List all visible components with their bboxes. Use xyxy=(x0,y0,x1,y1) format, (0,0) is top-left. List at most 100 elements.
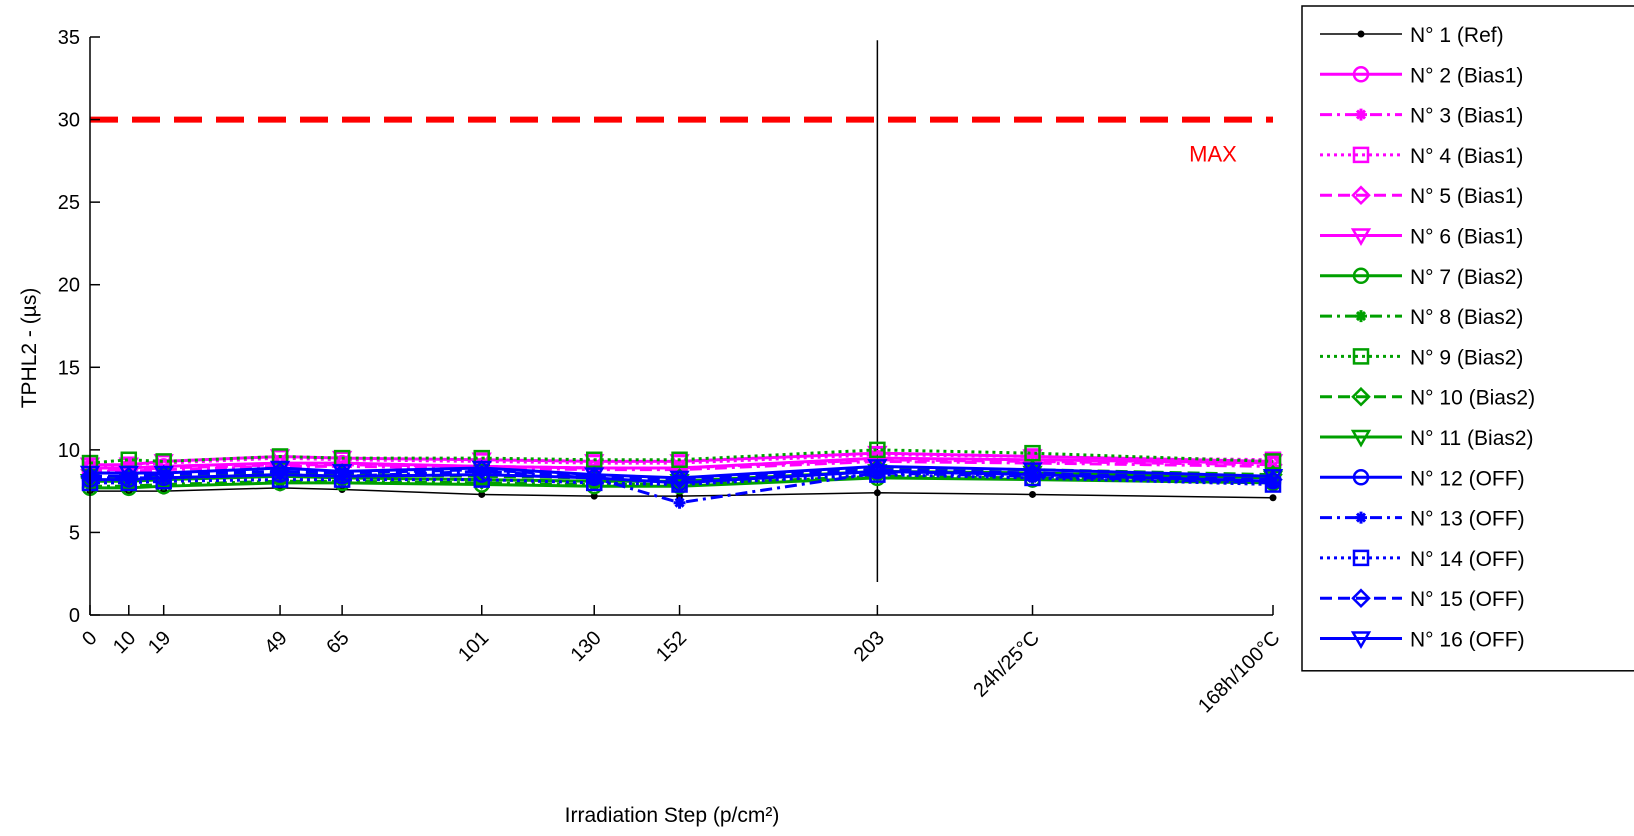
legend-entry: N° 14 (OFF) xyxy=(1320,548,1525,571)
legend-entry: N° 11 (Bias2) xyxy=(1320,427,1534,450)
legend-marker xyxy=(1357,30,1365,38)
data-point xyxy=(331,464,353,482)
y-axis: 0 5 10 15 20 25 30 35 xyxy=(58,27,100,627)
legend-marker xyxy=(1352,146,1370,164)
data-point xyxy=(1269,494,1277,502)
data-point xyxy=(669,470,690,489)
legend-label: N° 9 (Bias2) xyxy=(1410,346,1523,369)
legend-marker xyxy=(1355,108,1367,121)
data-point xyxy=(1022,462,1043,481)
legend-entry: N° 12 (OFF) xyxy=(1320,467,1525,490)
data-point xyxy=(475,465,488,478)
legend-label: N° 13 (OFF) xyxy=(1410,508,1525,531)
data-point xyxy=(122,471,135,484)
legend-marker xyxy=(1355,310,1367,323)
data-point xyxy=(584,454,605,472)
data-point xyxy=(1262,469,1284,487)
legend-entry: N° 5 (Bias1) xyxy=(1320,185,1523,208)
legend-entry: N° 6 (Bias1) xyxy=(1320,226,1523,249)
y-axis-title: TPHL2 - (µs) xyxy=(18,288,41,409)
legend-entry: N° 9 (Bias2) xyxy=(1320,346,1523,369)
legend-label: N° 15 (OFF) xyxy=(1410,588,1525,611)
series-16 xyxy=(79,459,1284,489)
x-tick-label: 19 xyxy=(144,627,175,658)
x-tick-label: 101 xyxy=(454,627,493,666)
legend-label: N° 1 (Ref) xyxy=(1410,24,1504,47)
legend-marker xyxy=(1351,185,1371,205)
series-line xyxy=(90,451,1274,467)
data-point xyxy=(669,454,690,472)
data-point xyxy=(673,496,686,509)
legend-label: N° 5 (Bias1) xyxy=(1410,185,1523,208)
legend-marker xyxy=(1352,348,1370,365)
legend-label: N° 2 (Bias1) xyxy=(1410,64,1523,87)
series-line xyxy=(90,458,1274,472)
legend-entry: N° 4 (Bias1) xyxy=(1320,145,1523,168)
x-tick-label: 0 xyxy=(78,627,101,650)
data-point xyxy=(336,470,349,483)
legend-entry: N° 7 (Bias2) xyxy=(1320,266,1523,289)
legend-entry: N° 3 (Bias1) xyxy=(1320,105,1523,128)
data-point xyxy=(584,467,605,486)
legend-entry: N° 2 (Bias1) xyxy=(1320,64,1523,87)
data-point xyxy=(473,449,490,467)
legend-entry: N° 10 (Bias2) xyxy=(1320,387,1535,410)
legend-marker xyxy=(1351,588,1371,608)
series-line xyxy=(89,448,1274,465)
series-9 xyxy=(81,441,1282,472)
legend-label: N° 11 (Bias2) xyxy=(1410,427,1534,450)
legend-label: N° 12 (OFF) xyxy=(1410,467,1525,490)
data-point xyxy=(471,460,492,479)
legend-entry: N° 15 (OFF) xyxy=(1320,588,1525,611)
data-point xyxy=(269,460,291,479)
data-point xyxy=(1264,476,1282,493)
x-tick-label: 168h/100°C xyxy=(1194,627,1284,717)
x-tick-label: 130 xyxy=(567,627,606,666)
legend-label: N° 7 (Bias2) xyxy=(1410,266,1523,289)
data-point xyxy=(1029,490,1037,498)
plot-area: MAX xyxy=(79,40,1284,582)
x-axis-title: Irradiation Step (p/cm²) xyxy=(565,804,780,827)
legend-label: N° 16 (OFF) xyxy=(1410,629,1525,652)
legend-label: N° 6 (Bias1) xyxy=(1410,226,1523,249)
legend-entry: N° 13 (OFF) xyxy=(1320,508,1525,531)
legend-marker xyxy=(1352,66,1370,83)
legend: N° 1 (Ref) N° 2 (Bias1) N° 3 (Bias1) N° 4 (… xyxy=(1301,5,1634,672)
y-tick-label: 15 xyxy=(58,357,80,379)
y-tick-label: 5 xyxy=(69,522,80,544)
x-tick-label: 152 xyxy=(652,627,691,666)
data-point xyxy=(588,471,601,484)
legend-label: N° 4 (Bias1) xyxy=(1410,145,1523,168)
data-point xyxy=(867,445,888,464)
y-tick-label: 10 xyxy=(58,440,80,462)
data-point xyxy=(153,465,174,484)
series-line xyxy=(90,464,1274,480)
series-line xyxy=(90,468,1274,482)
legend-marker xyxy=(1351,386,1371,407)
legend-label: N° 14 (OFF) xyxy=(1410,548,1525,571)
legend-entry: N° 1 (Ref) xyxy=(1320,24,1504,47)
legend-marker xyxy=(1350,631,1372,650)
legend-entry: N° 8 (Bias2) xyxy=(1320,306,1523,329)
max-label: MAX xyxy=(1189,142,1237,167)
data-point xyxy=(873,489,881,497)
data-point xyxy=(473,471,490,488)
legend-label: N° 3 (Bias1) xyxy=(1410,105,1523,128)
x-tick-label: 10 xyxy=(109,627,140,658)
y-tick-label: 0 xyxy=(69,605,80,627)
data-point xyxy=(869,441,886,459)
y-tick-label: 35 xyxy=(58,27,80,49)
x-axis: 0 10 19 49 65 101 130 152 203 24h/25°C 168h/100°C xyxy=(78,605,1285,717)
x-tick-label: 24h/25°C xyxy=(969,627,1044,702)
data-point xyxy=(118,465,139,484)
y-tick-label: 30 xyxy=(58,110,80,132)
data-point xyxy=(157,471,170,484)
x-tick-label: 49 xyxy=(260,627,291,658)
x-tick-label: 65 xyxy=(322,627,353,658)
data-point xyxy=(867,459,888,477)
y-tick-label: 20 xyxy=(58,275,80,297)
legend-marker xyxy=(1352,267,1370,285)
data-point xyxy=(671,451,688,469)
legend-label: N° 10 (Bias2) xyxy=(1410,387,1535,410)
legend-marker xyxy=(1352,549,1370,567)
